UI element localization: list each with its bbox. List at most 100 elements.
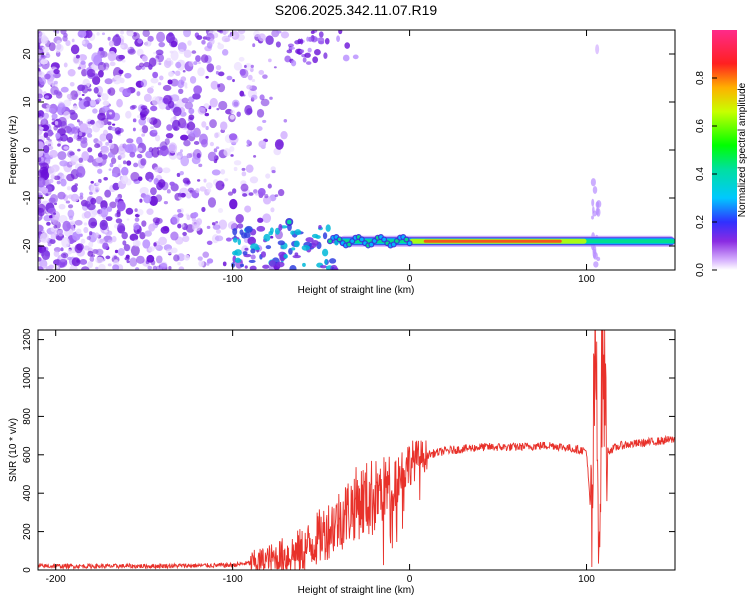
noise-blob — [302, 57, 307, 63]
noise-blob — [172, 106, 182, 117]
noise-blob — [109, 61, 116, 67]
noise-blob — [46, 104, 51, 109]
noise-blob — [244, 265, 248, 269]
noise-blob — [54, 120, 59, 126]
noise-blob — [49, 149, 58, 158]
noise-blob — [183, 254, 190, 261]
noise-blob — [48, 42, 56, 52]
noise-blob — [204, 112, 210, 117]
noise-blob — [38, 162, 42, 166]
noise-blob — [262, 119, 267, 123]
noise-blob — [41, 124, 50, 132]
noise-blob — [269, 96, 273, 100]
noise-blob — [50, 174, 56, 180]
noise-blob — [249, 265, 257, 270]
noise-blob — [273, 66, 277, 69]
noise-blob — [41, 46, 49, 53]
signal-band-wiggle — [350, 239, 355, 243]
noise-blob — [102, 100, 110, 106]
noise-blob — [56, 30, 60, 34]
noise-blob — [146, 254, 155, 263]
noise-blob — [322, 248, 329, 257]
noise-blob — [214, 132, 219, 139]
noise-blob — [114, 249, 119, 254]
noise-blob — [294, 252, 299, 257]
noise-blob — [135, 65, 142, 71]
noise-blob — [115, 198, 119, 203]
noise-blob — [139, 128, 143, 132]
noise-blob — [265, 35, 274, 46]
noise-blob — [70, 90, 78, 100]
noise-blob — [292, 254, 301, 259]
noise-blob — [56, 43, 62, 50]
noise-blob — [269, 235, 274, 239]
noise-blob — [136, 229, 140, 233]
noise-blob — [251, 94, 258, 100]
noise-blob — [176, 155, 181, 159]
noise-blob — [158, 42, 166, 48]
noise-blob — [177, 192, 183, 198]
noise-blob — [241, 171, 247, 177]
noise-blob — [95, 266, 99, 270]
noise-blob — [118, 69, 124, 75]
noise-blob — [283, 119, 288, 123]
noise-blob — [46, 221, 51, 226]
noise-blob — [217, 42, 221, 45]
noise-blob — [139, 198, 143, 203]
snr-xtick-label: -200 — [46, 574, 66, 585]
noise-blob — [76, 166, 86, 178]
noise-blob — [236, 111, 241, 117]
noise-blob — [49, 132, 54, 135]
noise-blob — [168, 71, 175, 77]
noise-blob — [233, 166, 238, 172]
noise-blob — [264, 194, 269, 199]
noise-blob — [202, 251, 210, 258]
noise-blob — [141, 55, 148, 62]
noise-blob — [141, 125, 149, 134]
signal-band-wiggle — [347, 242, 351, 247]
noise-blob — [323, 52, 328, 59]
noise-blob — [111, 173, 117, 177]
noise-blob — [104, 189, 112, 198]
noise-blob — [232, 237, 238, 243]
noise-blob — [125, 254, 130, 259]
noise-blob — [140, 79, 148, 88]
noise-blob — [143, 93, 152, 103]
noise-blob — [38, 93, 43, 99]
noise-blob — [87, 261, 93, 269]
noise-blob — [596, 200, 602, 208]
noise-blob — [108, 40, 115, 47]
noise-blob — [125, 110, 132, 119]
noise-blob — [40, 162, 49, 171]
noise-blob — [140, 105, 148, 110]
noise-blob — [69, 112, 78, 121]
noise-blob — [258, 33, 266, 42]
noise-blob — [180, 60, 186, 66]
noise-blob — [206, 63, 215, 73]
noise-blob — [99, 238, 106, 245]
noise-blob — [258, 69, 265, 75]
noise-blob — [336, 35, 340, 42]
noise-blob — [244, 225, 253, 233]
noise-blob — [216, 108, 220, 111]
noise-blob — [140, 113, 147, 121]
noise-blob — [41, 118, 47, 124]
noise-blob — [182, 235, 190, 243]
noise-blob — [269, 227, 274, 234]
noise-blob — [197, 256, 203, 261]
noise-blob — [278, 223, 283, 231]
noise-blob — [70, 126, 79, 134]
snr-ytick-label: 1200 — [22, 328, 33, 351]
noise-blob — [99, 133, 107, 142]
noise-blob — [136, 91, 141, 97]
noise-blob — [152, 265, 158, 270]
noise-blob — [67, 204, 74, 209]
snr-ytick-label: 200 — [22, 523, 33, 540]
noise-blob — [117, 223, 126, 234]
noise-blob — [305, 61, 312, 65]
noise-blob — [105, 216, 113, 222]
noise-blob — [38, 224, 44, 232]
noise-blob — [226, 75, 233, 81]
noise-blob — [133, 222, 140, 231]
colorbar-tick-label: 0.4 — [695, 167, 706, 181]
